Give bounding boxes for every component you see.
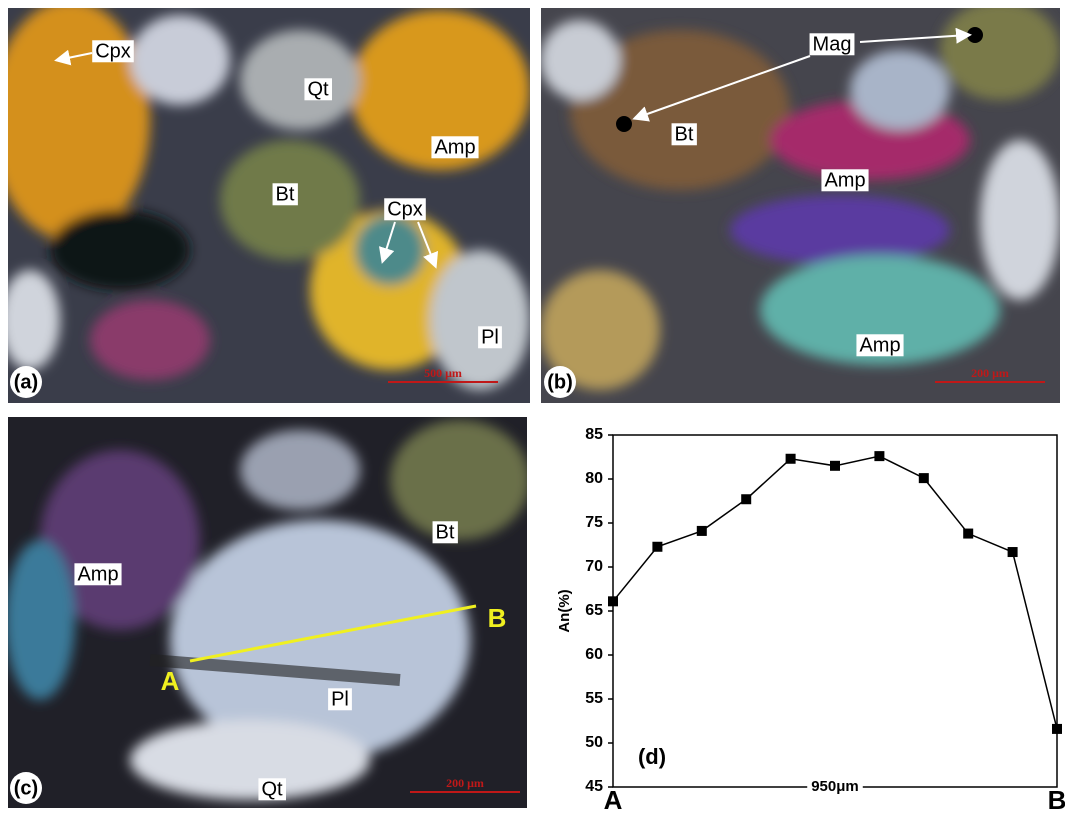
mineral-label: Amp bbox=[77, 563, 118, 585]
y-tick-label: 65 bbox=[585, 602, 603, 619]
data-point bbox=[919, 473, 929, 483]
mineral-label: Qt bbox=[307, 78, 329, 100]
y-tick-label: 45 bbox=[585, 778, 603, 795]
mineral-label: Pl bbox=[331, 688, 349, 710]
data-point bbox=[786, 454, 796, 464]
mineral-label: Amp bbox=[859, 334, 900, 356]
y-tick-label: 80 bbox=[585, 470, 603, 487]
data-point bbox=[963, 529, 973, 539]
data-point bbox=[652, 542, 662, 552]
y-tick-label: 50 bbox=[585, 734, 603, 751]
scale-bar-label: 200 μm bbox=[446, 776, 484, 790]
mineral-label: Bt bbox=[436, 521, 455, 543]
data-point bbox=[697, 526, 707, 536]
mineral-label: Bt bbox=[675, 123, 694, 145]
mineral-label: Amp bbox=[434, 136, 475, 158]
data-point bbox=[608, 596, 618, 606]
mineral-label: Qt bbox=[261, 778, 283, 800]
y-tick-label: 55 bbox=[585, 690, 603, 707]
scale-bar-label: 200 μm bbox=[971, 366, 1009, 380]
y-tick-label: 85 bbox=[585, 426, 603, 443]
plot-frame bbox=[613, 435, 1057, 787]
panel-tag: (a) bbox=[14, 371, 38, 393]
mineral-label: Amp bbox=[824, 169, 865, 191]
micrograph-a bbox=[0, 0, 530, 403]
data-line bbox=[613, 456, 1057, 729]
data-point bbox=[1008, 547, 1018, 557]
y-tick-label: 70 bbox=[585, 558, 603, 575]
mineral-label: Cpx bbox=[95, 40, 131, 62]
micrograph-c bbox=[5, 417, 530, 808]
y-tick-label: 75 bbox=[585, 514, 603, 531]
data-point bbox=[874, 451, 884, 461]
x-tick-label: B bbox=[1048, 785, 1065, 814]
x-tick-label: A bbox=[604, 785, 623, 814]
mineral-label: Bt bbox=[276, 183, 295, 205]
data-point bbox=[1052, 724, 1062, 734]
data-point bbox=[741, 494, 751, 504]
y-tick-label: 60 bbox=[585, 646, 603, 663]
figure: Cpx Qt Amp Bt Cpx Pl (a) 500 μm Mag Bt Amp Amp (b) 20… bbox=[0, 0, 1065, 814]
panel-tag: (c) bbox=[14, 777, 38, 799]
y-axis-label: An(%) bbox=[556, 589, 573, 632]
panel-tag: (b) bbox=[547, 371, 573, 393]
mineral-label: Cpx bbox=[387, 198, 423, 220]
mineral-label: Mag bbox=[813, 33, 852, 55]
profile-end-label: A bbox=[161, 666, 180, 696]
chart-tag: (d) bbox=[638, 744, 666, 769]
x-axis-label: 950μm bbox=[811, 778, 859, 795]
mineral-label: Pl bbox=[481, 326, 499, 348]
scale-bar-label: 500 μm bbox=[424, 366, 462, 380]
data-point bbox=[830, 461, 840, 471]
profile-end-label: B bbox=[488, 603, 507, 633]
